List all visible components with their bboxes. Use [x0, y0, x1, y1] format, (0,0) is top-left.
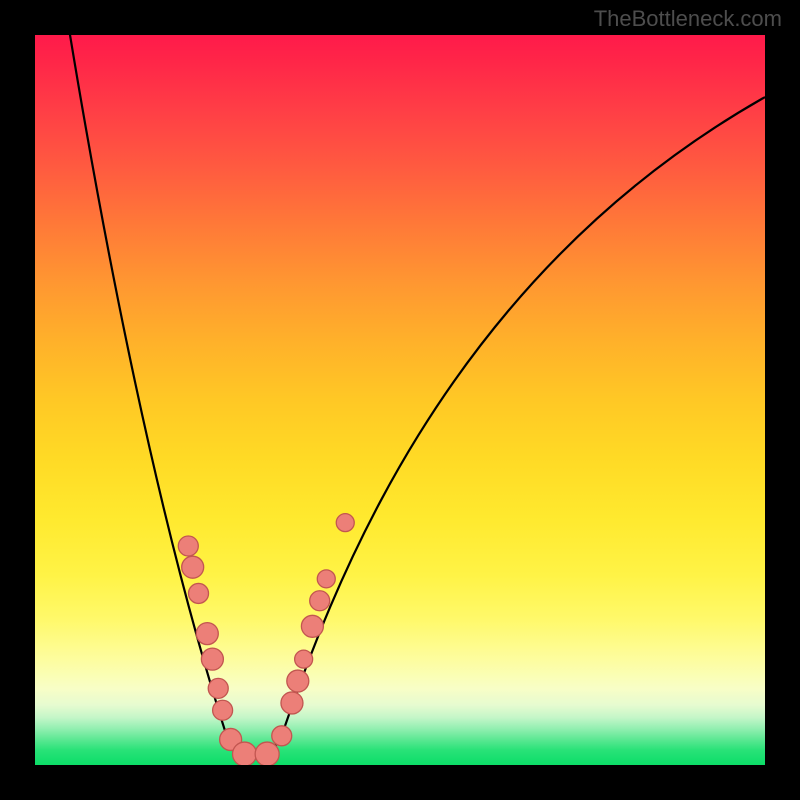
gradient-background: [35, 35, 765, 765]
chart-container: TheBottleneck.com: [0, 0, 800, 800]
watermark-text: TheBottleneck.com: [594, 6, 782, 32]
